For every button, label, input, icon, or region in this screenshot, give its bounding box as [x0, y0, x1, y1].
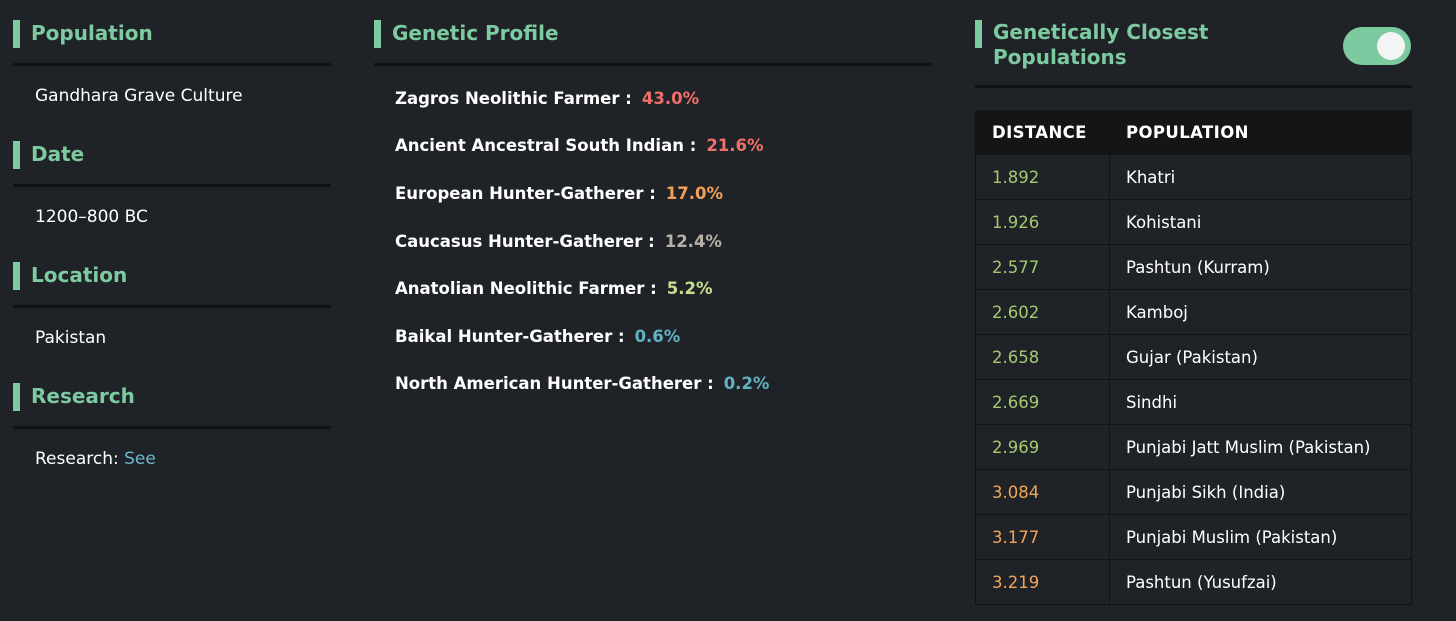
divider [13, 63, 331, 66]
distance-cell: 2.969 [975, 424, 1110, 470]
table-header-row: DISTANCE POPULATION [975, 110, 1412, 155]
distance-cell: 2.577 [975, 244, 1110, 290]
distance-cell: 2.658 [975, 334, 1110, 380]
location-section: Location Pakistan [13, 262, 331, 348]
profile-item: Caucasus Hunter-Gatherer : 12.4% [395, 232, 722, 251]
table-row[interactable]: 2.577 Pashtun (Kurram) [975, 244, 1412, 290]
distance-cell: 2.669 [975, 379, 1110, 425]
divider [975, 85, 1412, 88]
table-row[interactable]: 1.892 Khatri [975, 154, 1412, 200]
divider [13, 305, 331, 308]
distance-cell: 3.177 [975, 514, 1110, 560]
profile-item-value: 0.2% [723, 374, 770, 393]
profile-item: North American Hunter-Gatherer : 0.2% [395, 374, 769, 393]
population-value: Gandhara Grave Culture [35, 86, 243, 106]
location-value: Pakistan [35, 328, 107, 348]
profile-item-value: 21.6% [706, 136, 764, 155]
date-value: 1200–800 BC [35, 207, 148, 227]
profile-item-label: Caucasus Hunter-Gatherer : [395, 232, 655, 251]
divider [374, 63, 932, 66]
closest-title-line1: Genetically Closest [993, 20, 1209, 44]
population-cell: Punjabi Muslim (Pakistan) [1109, 514, 1412, 560]
profile-item: European Hunter-Gatherer : 17.0% [395, 184, 723, 203]
research-prefix: Research: [35, 449, 125, 469]
table-row[interactable]: 3.219 Pashtun (Yusufzai) [975, 559, 1412, 605]
closest-populations-toggle[interactable] [1343, 27, 1411, 65]
distance-cell: 1.892 [975, 154, 1110, 200]
distance-cell: 2.602 [975, 289, 1110, 335]
population-cell: Gujar (Pakistan) [1109, 334, 1412, 380]
profile-item-value: 43.0% [641, 89, 700, 108]
population-cell: Khatri [1109, 154, 1412, 200]
profile-item-value: 12.4% [664, 232, 722, 251]
profile-item-value: 0.6% [634, 327, 681, 346]
research-value: Research: See [13, 449, 331, 469]
profile-item-label: North American Hunter-Gatherer : [395, 374, 714, 393]
location-heading: Location [13, 262, 331, 290]
distance-table: DISTANCE POPULATION 1.892 Khatri 1.926 Kohi… [975, 110, 1412, 605]
profile-item-label: European Hunter-Gatherer : [395, 184, 656, 203]
population-section: Population Gandhara Grave Culture [13, 20, 331, 106]
distance-column-header[interactable]: DISTANCE [975, 110, 1110, 155]
profile-item-value: 17.0% [665, 184, 724, 203]
table-row[interactable]: 3.084 Punjabi Sikh (India) [975, 469, 1412, 515]
genetic-profile-heading: Genetic Profile [374, 20, 932, 48]
profile-item: Anatolian Neolithic Farmer : 5.2% [395, 279, 712, 298]
date-heading: Date [13, 141, 331, 169]
distance-cell: 3.084 [975, 469, 1110, 515]
table-row[interactable]: 2.658 Gujar (Pakistan) [975, 334, 1412, 380]
population-cell: Kohistani [1109, 199, 1412, 245]
table-row[interactable]: 2.969 Punjabi Jatt Muslim (Pakistan) [975, 424, 1412, 470]
table-row[interactable]: 3.177 Punjabi Muslim (Pakistan) [975, 514, 1412, 560]
distance-table-body: 1.892 Khatri 1.926 Kohistani 2.577 Pashtun (K… [975, 154, 1412, 605]
population-cell: Pashtun (Yusufzai) [1109, 559, 1412, 605]
closest-populations-heading: Genetically Closest Populations [975, 20, 1412, 70]
population-cell: Punjabi Jatt Muslim (Pakistan) [1109, 424, 1412, 470]
table-row[interactable]: 2.602 Kamboj [975, 289, 1412, 335]
research-see-link[interactable]: See [124, 449, 156, 469]
research-heading: Research [13, 383, 331, 411]
profile-item-label: Baikal Hunter-Gatherer : [395, 327, 625, 346]
divider [13, 184, 331, 187]
profile-item-label: Zagros Neolithic Farmer : [395, 89, 632, 108]
profile-item-label: Anatolian Neolithic Farmer : [395, 279, 657, 298]
research-section: Research Research: See [13, 383, 331, 469]
population-cell: Pashtun (Kurram) [1109, 244, 1412, 290]
profile-item-value: 5.2% [666, 279, 713, 298]
population-cell: Sindhi [1109, 379, 1412, 425]
profile-item: Zagros Neolithic Farmer : 43.0% [395, 89, 699, 108]
population-heading: Population [13, 20, 331, 48]
profile-item: Ancient Ancestral South Indian : 21.6% [395, 136, 764, 155]
toggle-knob [1377, 32, 1405, 60]
population-cell: Punjabi Sikh (India) [1109, 469, 1412, 515]
distance-cell: 1.926 [975, 199, 1110, 245]
profile-item-label: Ancient Ancestral South Indian : [395, 136, 697, 155]
table-row[interactable]: 2.669 Sindhi [975, 379, 1412, 425]
population-column-header[interactable]: POPULATION [1109, 110, 1412, 155]
population-cell: Kamboj [1109, 289, 1412, 335]
distance-cell: 3.219 [975, 559, 1110, 605]
table-row[interactable]: 1.926 Kohistani [975, 199, 1412, 245]
divider [13, 426, 331, 429]
profile-item: Baikal Hunter-Gatherer : 0.6% [395, 327, 680, 346]
closest-title-line2: Populations [993, 45, 1127, 69]
date-section: Date 1200–800 BC [13, 141, 331, 227]
